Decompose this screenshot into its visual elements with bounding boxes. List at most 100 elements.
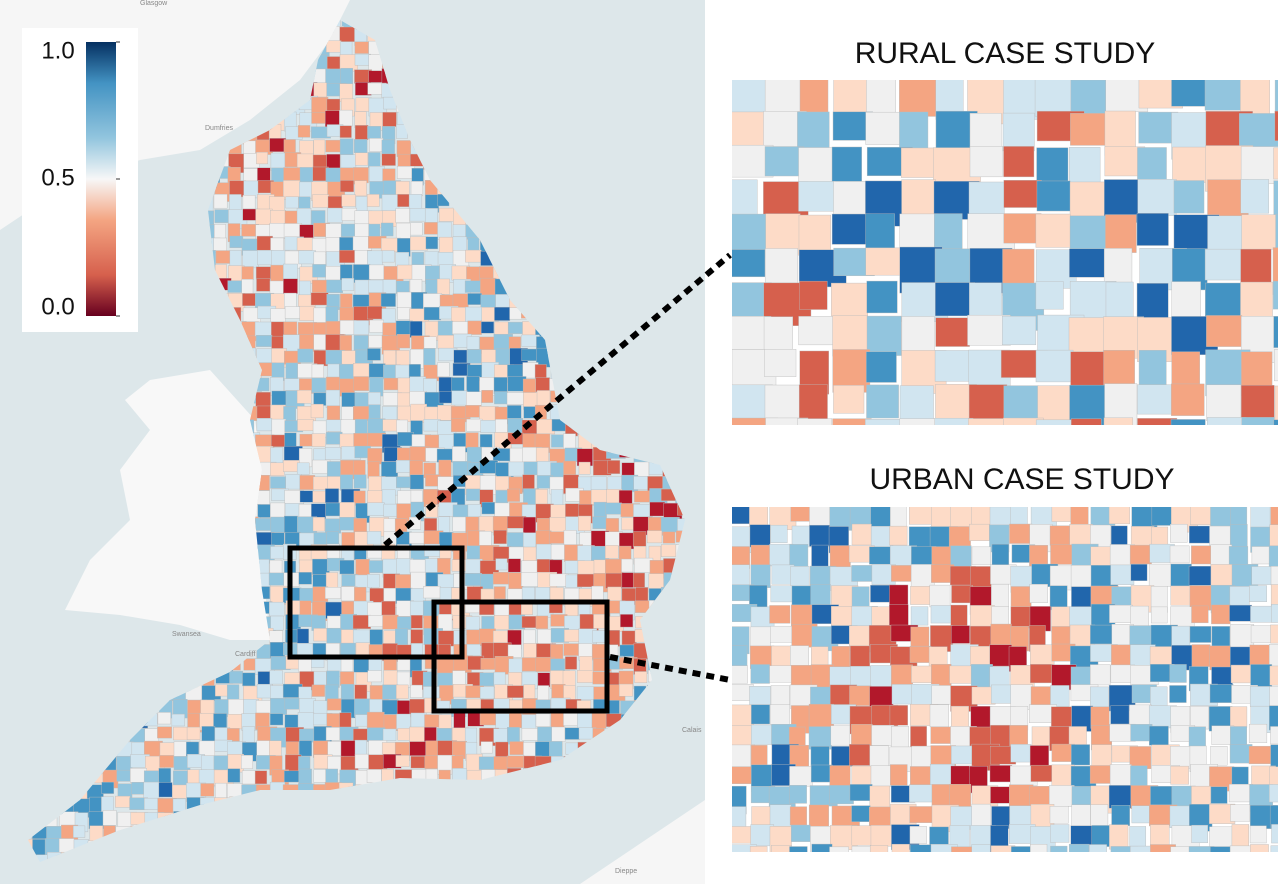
- region: [340, 180, 354, 193]
- region: [1188, 726, 1206, 750]
- region: [396, 419, 408, 435]
- region: [592, 630, 607, 643]
- region: [325, 727, 342, 741]
- region: [1268, 545, 1278, 574]
- region: [271, 418, 287, 436]
- region: [592, 516, 607, 529]
- region: [579, 656, 593, 672]
- region: [951, 846, 980, 852]
- region: [931, 685, 952, 705]
- region: [1069, 248, 1111, 278]
- region: [241, 755, 253, 769]
- region: [1209, 684, 1234, 703]
- region: [537, 629, 553, 646]
- region: [410, 756, 426, 769]
- colorbar-tick-label: 1.0: [41, 37, 74, 64]
- region: [1151, 526, 1169, 546]
- region: [354, 180, 367, 197]
- region: [866, 315, 902, 356]
- region: [1270, 584, 1278, 608]
- region: [368, 165, 385, 183]
- region: [353, 139, 368, 154]
- region: [437, 362, 450, 377]
- region: [990, 825, 1009, 852]
- region: [299, 305, 316, 321]
- region: [283, 180, 301, 200]
- region: [1130, 724, 1153, 742]
- region: [285, 196, 299, 209]
- region: [1088, 844, 1107, 852]
- region: [1130, 564, 1148, 581]
- region: [369, 138, 384, 152]
- region: [935, 317, 970, 347]
- region: [1105, 214, 1137, 253]
- region: [324, 518, 341, 534]
- region: [507, 644, 522, 658]
- region: [1204, 248, 1241, 281]
- region: [242, 672, 256, 687]
- region: [436, 728, 452, 742]
- region: [763, 316, 794, 352]
- region: [464, 573, 482, 586]
- region: [395, 208, 410, 223]
- region: [1269, 644, 1278, 667]
- region: [889, 525, 908, 546]
- region: [1109, 824, 1129, 850]
- region: [798, 384, 828, 421]
- region: [1170, 523, 1188, 543]
- region: [1206, 384, 1242, 421]
- region: [790, 824, 811, 842]
- region: [849, 744, 871, 766]
- region: [410, 684, 423, 698]
- region: [910, 586, 931, 605]
- region: [1250, 664, 1273, 688]
- region: [1269, 665, 1278, 686]
- region: [397, 432, 414, 447]
- connector: [609, 654, 731, 683]
- region: [466, 349, 482, 364]
- region: [951, 745, 973, 765]
- region: [353, 658, 372, 673]
- region: [1210, 746, 1228, 766]
- region: [341, 194, 356, 207]
- region: [423, 348, 436, 368]
- region: [508, 572, 524, 590]
- region: [948, 526, 971, 549]
- region: [750, 664, 770, 684]
- region: [481, 502, 496, 515]
- region: [199, 740, 216, 757]
- region: [436, 657, 455, 675]
- region: [381, 699, 400, 715]
- region: [832, 418, 872, 425]
- connector: [383, 252, 732, 548]
- region: [339, 125, 352, 138]
- region: [299, 490, 315, 503]
- region: [810, 584, 831, 606]
- region: [396, 713, 411, 730]
- region: [899, 213, 939, 253]
- region: [158, 782, 173, 798]
- region: [409, 208, 428, 222]
- region: [790, 645, 809, 667]
- region: [563, 460, 576, 477]
- region: [254, 321, 274, 337]
- region: [312, 194, 330, 208]
- region: [765, 417, 809, 425]
- region: [798, 214, 831, 255]
- region: [851, 825, 874, 846]
- region: [661, 544, 678, 557]
- region: [396, 684, 409, 699]
- region: [271, 532, 285, 546]
- region: [1274, 385, 1278, 425]
- region: [1273, 316, 1278, 348]
- region: [899, 80, 942, 117]
- region: [296, 462, 310, 475]
- region: [508, 658, 524, 674]
- region: [299, 698, 316, 715]
- region: [269, 713, 284, 726]
- region: [1189, 525, 1213, 544]
- region: [1274, 80, 1278, 119]
- region: [1273, 180, 1278, 225]
- region: [1209, 645, 1231, 671]
- region: [751, 704, 770, 725]
